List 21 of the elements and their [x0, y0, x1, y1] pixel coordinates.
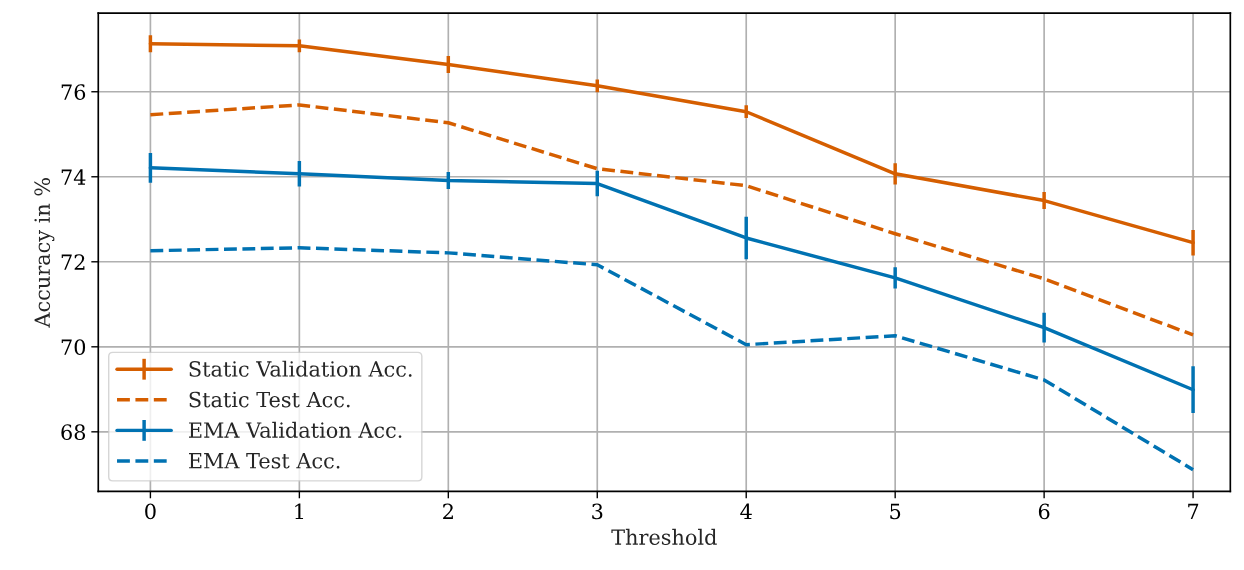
y-axis-title: Accuracy in % [34, 178, 55, 328]
x-tick-label: 0 [145, 503, 156, 520]
legend-label: EMA Test Acc. [189, 453, 340, 469]
legend-label: Static Test Acc. [189, 391, 350, 408]
x-tick-label: 2 [443, 503, 453, 519]
x-tick-label: 4 [740, 503, 752, 519]
y-tick-label: 72 [61, 254, 85, 270]
y-tick-label: 76 [61, 84, 86, 100]
x-tick-label: 5 [890, 503, 901, 520]
y-tick-label: 70 [61, 339, 86, 356]
y-tick-label: 68 [61, 424, 86, 441]
x-tick-label: 1 [295, 503, 304, 519]
x-axis-title: Threshold [611, 528, 717, 545]
legend-label: Static Validation Acc. [189, 360, 412, 377]
x-tick-label: 7 [1188, 503, 1199, 519]
line-series [148, 246, 1195, 472]
x-tick-label: 3 [592, 503, 603, 520]
y-tick-label: 74 [61, 169, 86, 185]
line-series [148, 103, 1195, 337]
legend-label: EMA Validation Acc. [189, 421, 402, 438]
x-tick-label: 6 [1038, 503, 1050, 520]
